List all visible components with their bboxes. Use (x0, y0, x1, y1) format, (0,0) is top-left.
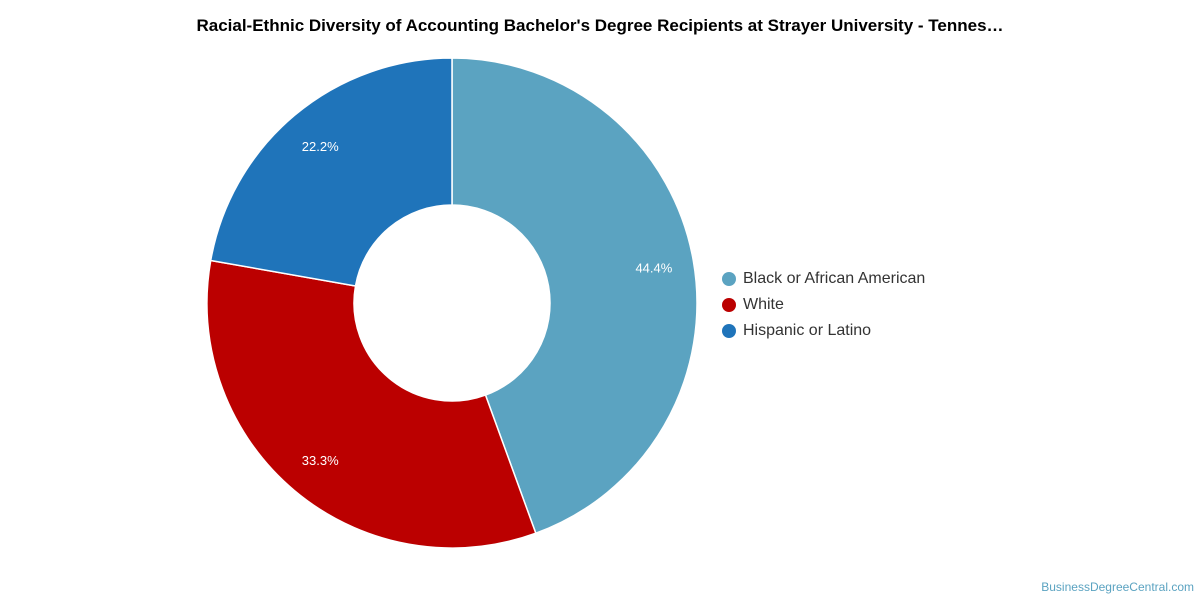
slice-hispanic-or-latino[interactable] (209, 57, 453, 287)
slice-label: 33.3% (302, 453, 339, 468)
legend-label: Hispanic or Latino (743, 322, 872, 339)
legend-swatch-icon (722, 324, 736, 338)
legend: Black or African American White Hispanic o… (722, 266, 925, 344)
slice-label: 44.4% (635, 260, 672, 275)
slice-white[interactable] (206, 259, 537, 549)
slice-black-or-african-american[interactable] (451, 57, 698, 535)
slices-group (206, 57, 698, 549)
legend-label: Black or African American (743, 270, 926, 287)
legend-label: White (743, 296, 784, 313)
legend-swatch-icon (722, 272, 736, 286)
chart-title: Racial-Ethnic Diversity of Accounting Ba… (196, 16, 1004, 35)
legend-item[interactable]: White (722, 292, 925, 318)
legend-swatch-icon (722, 298, 736, 312)
watermark: BusinessDegreeCentral.com (1041, 580, 1194, 594)
legend-item[interactable]: Hispanic or Latino (722, 318, 925, 344)
legend-item[interactable]: Black or African American (722, 266, 925, 292)
slice-label: 22.2% (302, 139, 339, 154)
slice-labels-group: 44.4% 33.3% 22.2% (302, 139, 673, 468)
